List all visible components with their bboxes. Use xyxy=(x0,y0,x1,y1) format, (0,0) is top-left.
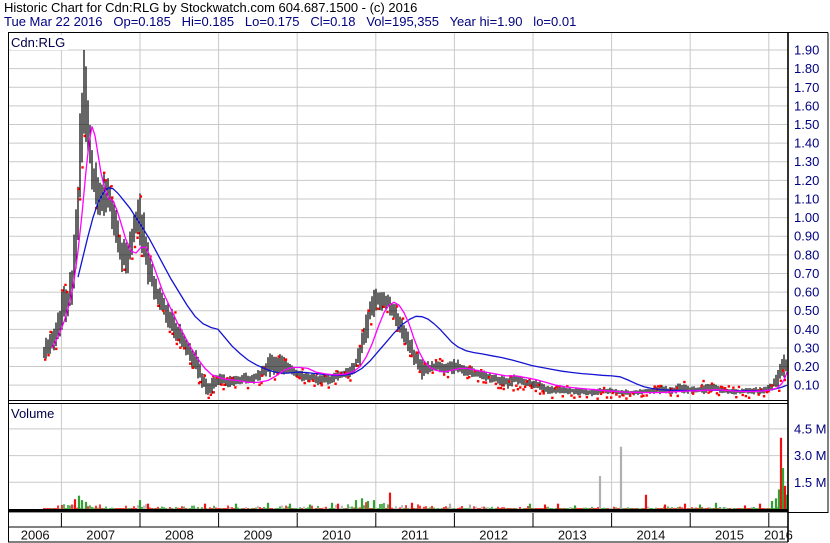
price-bars xyxy=(43,50,787,397)
year-label: 2014 xyxy=(636,528,665,543)
price-tick-label: 0.40 xyxy=(794,322,819,337)
year-label: 2006 xyxy=(21,528,50,543)
frame-borders xyxy=(8,32,829,543)
price-tick-label: 1.70 xyxy=(794,80,819,95)
gridlines xyxy=(9,32,788,509)
price-tick-label: 1.80 xyxy=(794,61,819,76)
year-label: 2013 xyxy=(558,528,587,543)
price-tick-label: 1.30 xyxy=(794,154,819,169)
volume-tick-label: 4.5 M xyxy=(794,421,827,436)
volume-tick-label: 1.5 M xyxy=(794,475,827,490)
price-tick-label: 0.60 xyxy=(794,285,819,300)
year-axis-labels: 2006 2007 2008 2009 2010 2011 2012 2013 2014 2015… xyxy=(21,528,793,543)
volume-tick-label: 3.0 M xyxy=(794,448,827,463)
price-tick-label: 0.90 xyxy=(794,229,819,244)
price-tick-label: 1.40 xyxy=(794,136,819,151)
close-dots xyxy=(43,134,787,400)
price-tick-label: 0.10 xyxy=(794,378,819,393)
year-label: 2011 xyxy=(401,528,429,543)
year-label: 2012 xyxy=(479,528,508,543)
year-label: 2010 xyxy=(322,528,351,543)
year-label: 2016 xyxy=(764,528,793,543)
price-tick-label: 0.30 xyxy=(794,340,819,355)
year-label: 2009 xyxy=(243,528,272,543)
volume-bars xyxy=(43,437,789,509)
price-tick-label: 0.70 xyxy=(794,266,819,281)
chart-header-title: Historic Chart for Cdn:RLG by Stockwatch… xyxy=(4,0,418,15)
price-tick-label: 0.80 xyxy=(794,247,819,262)
price-tick-label: 0.50 xyxy=(794,303,819,318)
volume-panel-label: Volume xyxy=(11,406,58,421)
symbol-label: Cdn:RLG xyxy=(11,35,69,50)
price-tick-label: 1.20 xyxy=(794,173,819,188)
price-tick-label: 1.00 xyxy=(794,210,819,225)
year-label: 2008 xyxy=(165,528,194,543)
price-tick-label: 1.60 xyxy=(794,98,819,113)
year-label: 2015 xyxy=(715,528,744,543)
price-tick-label: 0.20 xyxy=(794,359,819,374)
ma-long-line xyxy=(77,187,788,392)
volume-axis-labels: 4.5 M 3.0 M 1.5 M xyxy=(794,421,827,489)
ma-short-line xyxy=(51,126,788,394)
price-tick-label: 1.50 xyxy=(794,117,819,132)
price-tick-label: 1.10 xyxy=(794,191,819,206)
year-label: 2007 xyxy=(86,528,115,543)
chart-header-quote: Tue Mar 22 2016 Op=0.185 Hi=0.185 Lo=0.1… xyxy=(4,14,577,29)
price-tick-label: 1.90 xyxy=(794,43,819,58)
price-axis-labels: 1.90 1.80 1.70 1.60 1.50 1.40 1.30 1.20 1.10 1.00… xyxy=(794,43,819,393)
